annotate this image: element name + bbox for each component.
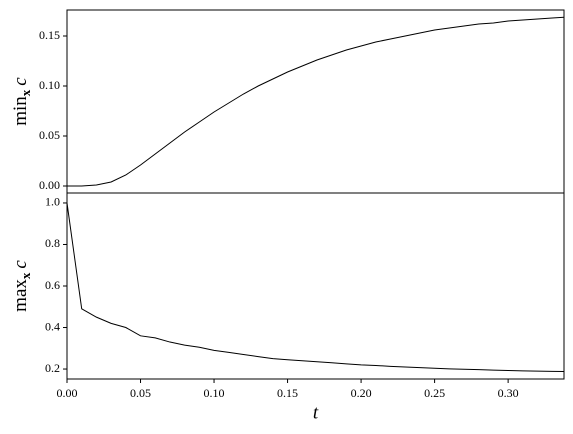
label-subscript: x xyxy=(18,89,33,96)
y-axis-label: minxc xyxy=(10,77,33,126)
y-tick-label: 0.4 xyxy=(45,319,60,333)
label-variable: c xyxy=(10,77,31,86)
x-axis-label: t xyxy=(313,402,319,423)
axes-frame xyxy=(66,192,565,380)
x-tick-label: 0.20 xyxy=(351,386,372,400)
y-tick-label: 1.0 xyxy=(45,195,60,209)
x-tick-label: 0.15 xyxy=(277,386,298,400)
y-tick-label: 0.8 xyxy=(45,236,60,250)
data-line xyxy=(67,16,564,187)
plot-area xyxy=(67,202,564,372)
x-tick-label: 0.25 xyxy=(424,386,445,400)
data-line xyxy=(67,202,564,372)
label-variable: c xyxy=(10,260,31,269)
y-tick-label: 0.6 xyxy=(45,278,60,292)
axes-frame xyxy=(66,9,565,194)
label-operator: min xyxy=(10,96,31,126)
x-tick-label: 0.05 xyxy=(130,386,151,400)
y-tick-label: 0.05 xyxy=(39,128,60,142)
x-tick-label: 0.10 xyxy=(204,386,225,400)
y-tick-label: 0.2 xyxy=(45,361,60,375)
y-tick-label: 0.00 xyxy=(39,178,60,192)
y-axis-label: maxxc xyxy=(10,260,33,312)
y-tick-label: 0.15 xyxy=(39,28,60,42)
label-subscript: x xyxy=(18,272,33,279)
plot-area xyxy=(67,16,564,187)
label-operator: max xyxy=(10,279,31,312)
y-tick-label: 0.10 xyxy=(39,78,60,92)
x-tick-label: 0.00 xyxy=(57,386,78,400)
x-tick-label: 0.30 xyxy=(498,386,519,400)
